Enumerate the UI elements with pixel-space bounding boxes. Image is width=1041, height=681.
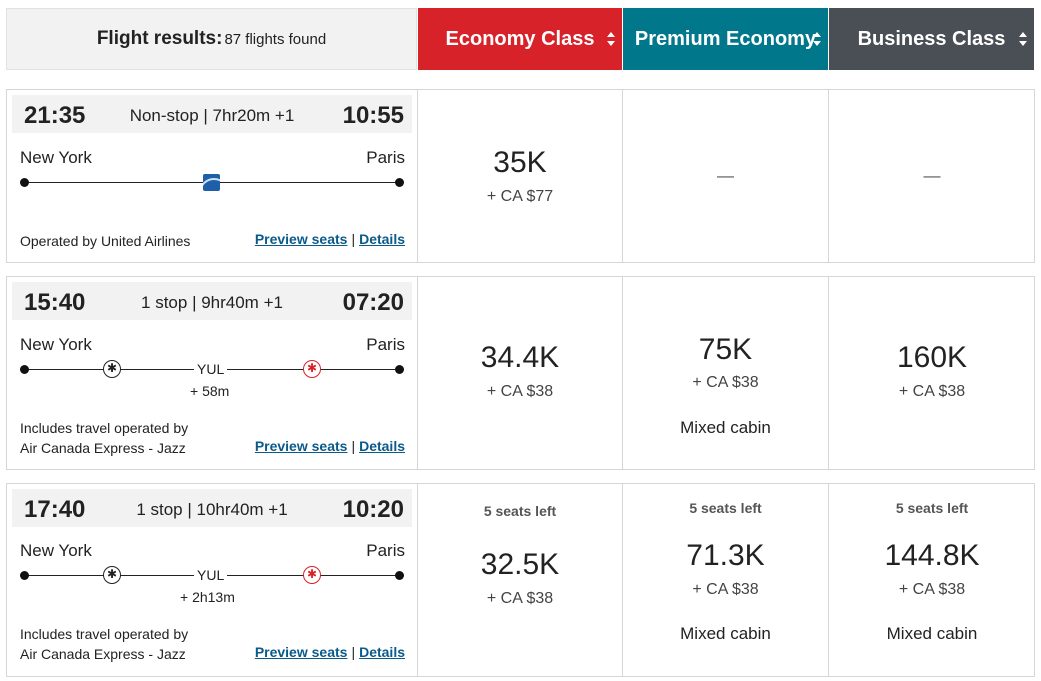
unavailable-dash: — (717, 166, 734, 185)
arrival-time: 10:55 (342, 102, 404, 129)
premium-fare-cell[interactable]: 75K + CA $38 Mixed cabin (623, 277, 829, 469)
fare-tax: + CA $77 (486, 188, 554, 205)
stops-duration: 1 stop | 10hr40m +1 (136, 500, 288, 519)
economy-class-sort-header[interactable]: Economy Class (418, 8, 622, 70)
maple-leaf-icon: ✱ (103, 566, 121, 584)
origin-city: New York (20, 541, 92, 560)
business-fare-cell[interactable]: 5 seats left 144.8K + CA $38 Mixed cabin (829, 484, 1035, 676)
fare-points: 32.5K (480, 548, 560, 581)
fare-tax: + CA $38 (692, 374, 759, 391)
flight-itinerary: 15:40 1 stop | 9hr40m +1 07:20 New York … (7, 277, 418, 469)
flight-times-bar: 21:35 Non-stop | 7hr20m +1 10:55 (12, 95, 412, 133)
flight-times-bar: 15:40 1 stop | 9hr40m +1 07:20 (12, 282, 412, 320)
fare-tax: + CA $38 (692, 581, 759, 598)
business-fare-cell: — (829, 90, 1035, 262)
destination-dot (395, 365, 404, 374)
stops-duration: 1 stop | 9hr40m +1 (141, 293, 283, 312)
results-header: Flight results: 87 flights found (6, 8, 417, 70)
connection-airport: YUL (194, 567, 228, 583)
operated-by-line-1: Includes travel operated by (20, 420, 189, 436)
stops-duration: Non-stop | 7hr20m +1 (129, 106, 295, 125)
premium-economy-label: Premium Economy (634, 27, 817, 50)
preview-seats-link[interactable]: Preview seats (254, 644, 348, 660)
economy-fare-cell[interactable]: 35K + CA $77 (418, 90, 623, 262)
origin-city: New York (20, 335, 92, 354)
unavailable-dash: — (923, 166, 941, 185)
operated-by-line-1: Includes travel operated by (20, 626, 189, 642)
origin-dot (20, 365, 29, 374)
details-link[interactable]: Details (359, 438, 405, 454)
details-link[interactable]: Details (359, 231, 405, 247)
sort-arrows-icon (812, 31, 822, 47)
connection-airport: YUL (194, 361, 228, 377)
flight-links: Preview seats | Details (254, 231, 405, 247)
preview-seats-link[interactable]: Preview seats (254, 438, 348, 454)
operated-by: Includes travel operated by Air Canada E… (20, 624, 188, 664)
premium-fare-cell[interactable]: 5 seats left 71.3K + CA $38 Mixed cabin (623, 484, 829, 676)
departure-time: 21:35 (24, 102, 86, 129)
destination-city: Paris (366, 148, 405, 167)
fare-tax: + CA $38 (898, 581, 966, 598)
seats-left-badge: 5 seats left (483, 503, 557, 519)
preview-seats-link[interactable]: Preview seats (254, 231, 348, 247)
seats-left-badge: 5 seats left (895, 500, 969, 516)
layover-duration: + 2h13m (180, 589, 235, 605)
destination-city: Paris (366, 335, 405, 354)
seats-left-badge: 5 seats left (689, 500, 762, 516)
fare-points: 34.4K (480, 341, 560, 374)
united-airlines-globe-icon (203, 174, 220, 191)
maple-leaf-icon: ✱ (303, 566, 321, 584)
details-link[interactable]: Details (359, 644, 405, 660)
economy-fare-cell[interactable]: 34.4K + CA $38 (418, 277, 623, 469)
sort-arrows-icon (606, 31, 616, 47)
economy-class-label: Economy Class (445, 27, 595, 50)
arrival-time: 07:20 (342, 289, 404, 316)
origin-dot (20, 178, 29, 187)
destination-dot (395, 178, 404, 187)
fare-points: 144.8K (884, 539, 980, 572)
destination-city: Paris (366, 541, 405, 560)
flight-links: Preview seats | Details (254, 438, 405, 454)
flight-itinerary: 21:35 Non-stop | 7hr20m +1 10:55 New Yor… (7, 90, 418, 262)
fare-tax: + CA $38 (898, 383, 966, 400)
fare-points: 160K (896, 341, 968, 374)
origin-city: New York (20, 148, 92, 167)
origin-dot (20, 571, 29, 580)
flight-itinerary: 17:40 1 stop | 10hr40m +1 10:20 New York… (7, 484, 418, 676)
operated-by-line-2: Air Canada Express - Jazz (20, 440, 186, 456)
arrival-time: 10:20 (342, 496, 404, 523)
flight-row: 17:40 1 stop | 10hr40m +1 10:20 New York… (6, 483, 1035, 677)
flight-row: 15:40 1 stop | 9hr40m +1 07:20 New York … (6, 276, 1035, 470)
economy-fare-cell[interactable]: 5 seats left 32.5K + CA $38 (418, 484, 623, 676)
flight-times-bar: 17:40 1 stop | 10hr40m +1 10:20 (12, 489, 412, 527)
business-class-label: Business Class (857, 27, 1006, 50)
destination-dot (395, 571, 404, 580)
fare-points: 71.3K (686, 539, 765, 572)
operated-by: Includes travel operated by Air Canada E… (20, 418, 188, 458)
results-count: 87 flights found (224, 30, 327, 48)
flight-links: Preview seats | Details (254, 644, 405, 660)
flight-row: 21:35 Non-stop | 7hr20m +1 10:55 New Yor… (6, 89, 1035, 263)
fare-points: 75K (698, 333, 753, 366)
departure-time: 17:40 (24, 496, 86, 523)
mixed-cabin-note: Mixed cabin (680, 624, 771, 643)
premium-economy-sort-header[interactable]: Premium Economy (623, 8, 828, 70)
operated-by: Operated by United Airlines (20, 233, 191, 249)
business-class-sort-header[interactable]: Business Class (829, 8, 1034, 70)
results-title: Flight results: (96, 28, 223, 49)
fare-points: 35K (493, 146, 547, 179)
mixed-cabin-note: Mixed cabin (886, 624, 978, 643)
premium-fare-cell: — (623, 90, 829, 262)
mixed-cabin-note: Mixed cabin (680, 418, 771, 437)
sort-arrows-icon (1018, 31, 1028, 47)
departure-time: 15:40 (24, 289, 86, 316)
fare-tax: + CA $38 (486, 590, 554, 607)
business-fare-cell[interactable]: 160K + CA $38 (829, 277, 1035, 469)
operated-by-line-2: Air Canada Express - Jazz (20, 646, 186, 662)
maple-leaf-icon: ✱ (303, 360, 321, 378)
fare-tax: + CA $38 (486, 383, 554, 400)
maple-leaf-icon: ✱ (103, 360, 121, 378)
layover-duration: + 58m (190, 383, 230, 399)
